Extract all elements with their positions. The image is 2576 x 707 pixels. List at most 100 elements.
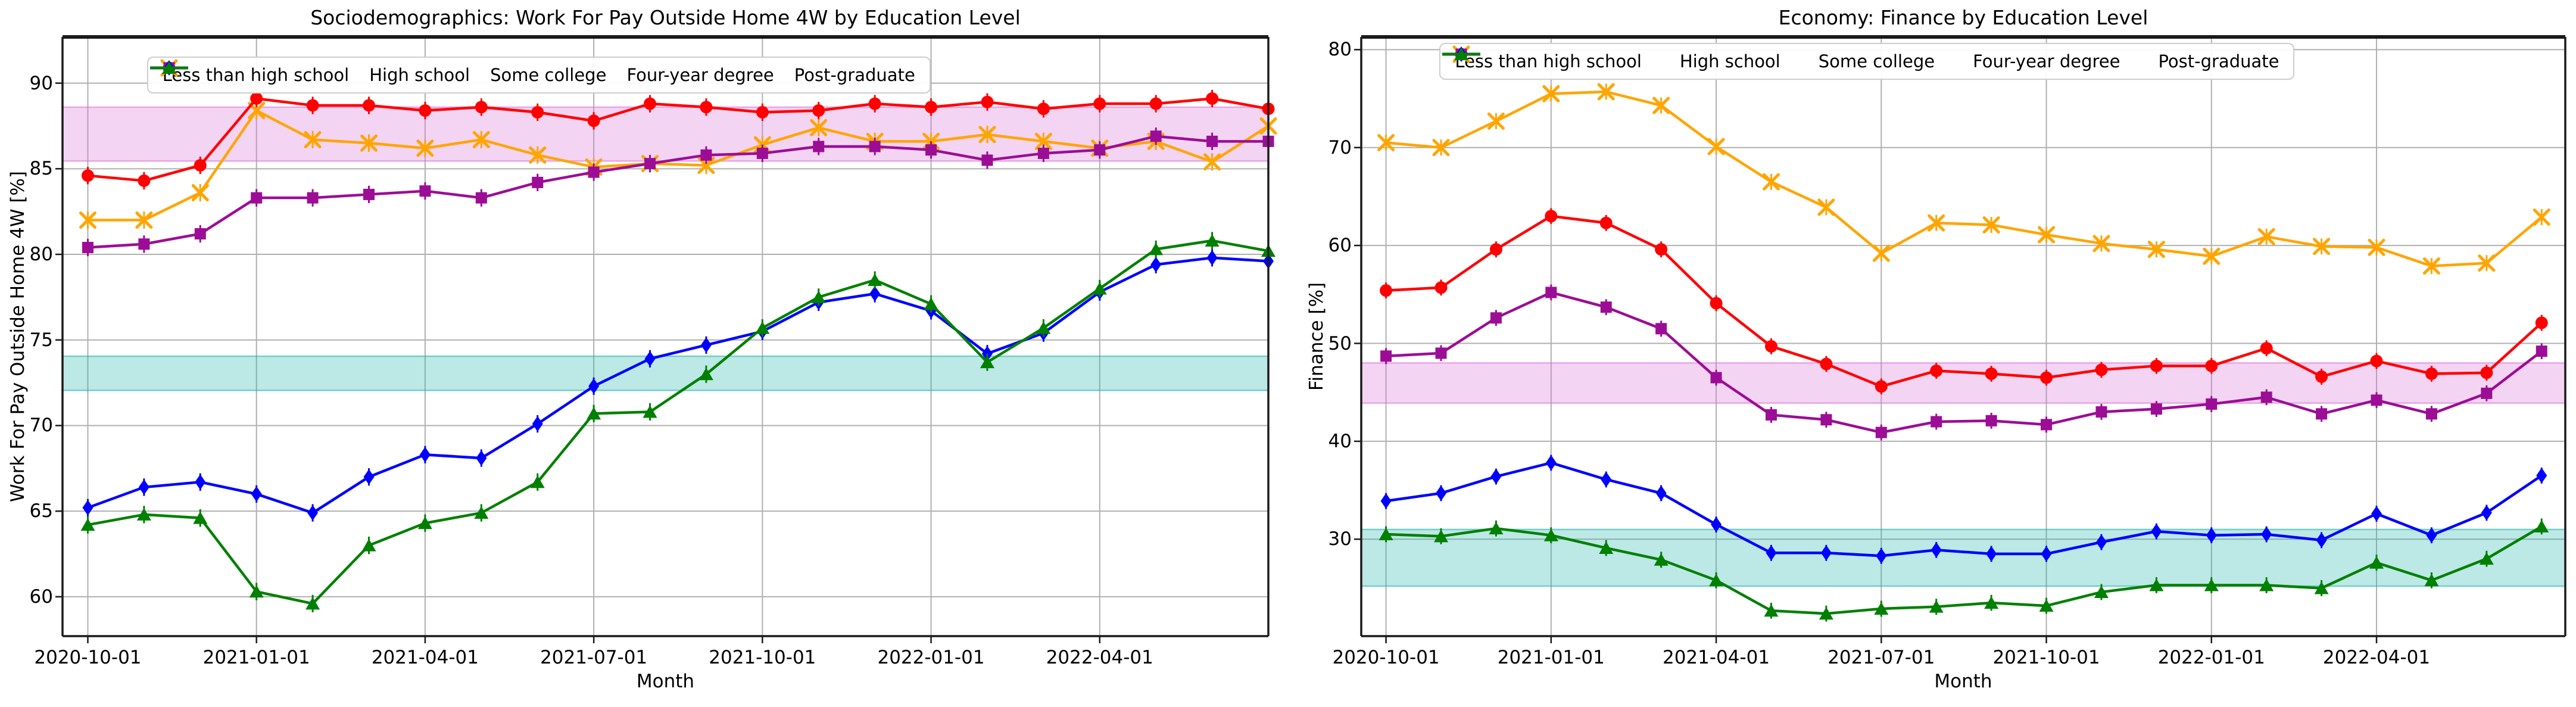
pink-band: [1361, 363, 2565, 403]
marker-square-icon: [475, 192, 487, 204]
marker-diamond-icon: [1655, 485, 1667, 502]
marker-triangle-icon: [1819, 607, 1833, 620]
marker-x-icon: [1872, 244, 1890, 262]
legend: Less than high school High school Some col…: [1439, 43, 2295, 80]
series-post-graduate: [1379, 518, 2549, 622]
marker-circle-icon: [1434, 281, 1448, 294]
marker-triangle-icon: [643, 405, 657, 418]
marker-diamond-icon: [2041, 546, 2052, 562]
marker-x-icon: [810, 119, 828, 136]
y-tick-label: 90: [29, 72, 53, 94]
marker-triangle-icon: [1149, 242, 1164, 256]
marker-diamond-icon: [1206, 250, 1218, 266]
marker-triangle-icon: [417, 516, 432, 530]
marker-square-icon: [2371, 394, 2382, 406]
marker-circle-icon: [475, 101, 488, 114]
marker-diamond-icon: [251, 486, 262, 502]
series-line: [88, 109, 1270, 222]
marker-square-icon: [2150, 403, 2162, 415]
series-high-school: [1380, 208, 2548, 395]
marker-triangle-icon: [868, 273, 882, 286]
marker-circle-icon: [1710, 297, 1723, 310]
series-line: [87, 256, 1269, 515]
x-tick-label: 2021-01-01: [202, 647, 310, 668]
marker-circle-icon: [812, 104, 825, 117]
marker-circle-icon: [2205, 359, 2218, 372]
marker-circle-icon: [419, 104, 432, 117]
legend-label: High school: [1679, 51, 1780, 71]
marker-triangle-icon: [1454, 48, 1469, 60]
marker-triangle-icon: [2479, 552, 2494, 565]
chart-economy-finance: Economy: Finance by Education Level Fina…: [1288, 0, 2576, 707]
legend-item-some-college: Some college: [1442, 48, 1935, 71]
marker-square-icon: [1655, 323, 1667, 335]
marker-circle-icon: [2370, 354, 2383, 367]
marker-square-icon: [2206, 398, 2218, 410]
marker-circle-icon: [2040, 371, 2053, 384]
series-line: [1386, 214, 2543, 388]
marker-triangle-icon: [1874, 602, 1889, 615]
marker-circle-icon: [1149, 97, 1162, 110]
marker-diamond-icon: [82, 500, 93, 516]
marker-diamond-icon: [476, 450, 487, 466]
marker-diamond-icon: [2261, 527, 2272, 543]
marker-square-icon: [2316, 408, 2328, 420]
series-high-school: [81, 89, 1275, 190]
marker-square-icon: [1545, 286, 1557, 298]
marker-triangle-icon: [2204, 578, 2219, 591]
marker-square-icon: [1765, 409, 1777, 421]
marker-circle-icon: [1380, 284, 1393, 297]
marker-x-icon: [978, 126, 996, 144]
marker-diamond-icon: [2481, 504, 2492, 521]
marker-x-icon: [2368, 238, 2385, 256]
series-some-college: [1380, 284, 2547, 441]
marker-x-icon: [1928, 214, 1945, 232]
series-four-year-degree: [1380, 454, 2547, 564]
marker-triangle-icon: [305, 597, 320, 610]
marker-diamond-icon: [1931, 542, 1942, 558]
marker-triangle-icon: [1379, 528, 1393, 541]
marker-diamond-icon: [1601, 471, 1612, 487]
marker-triangle-icon: [1036, 321, 1051, 334]
x-tick-label: 2021-04-01: [1662, 647, 1770, 668]
legend-label: Four-year degree: [1973, 51, 2120, 71]
marker-x-icon: [135, 211, 153, 229]
marker-diamond-icon: [138, 479, 149, 495]
marker-circle-icon: [1093, 97, 1106, 110]
marker-triangle-icon: [2039, 599, 2054, 612]
marker-square-icon: [138, 238, 150, 250]
marker-diamond-icon: [2536, 468, 2547, 484]
marker-diamond-icon: [2206, 527, 2217, 543]
legend-item-some-college: Some college: [149, 62, 606, 85]
marker-triangle-icon: [587, 407, 601, 420]
marker-square-icon: [2481, 387, 2493, 399]
marker-diamond-icon: [869, 286, 881, 302]
marker-x-icon: [529, 146, 547, 164]
marker-x-icon: [1597, 83, 1615, 101]
marker-circle-icon: [2260, 342, 2273, 355]
x-tick-label: 2022-04-01: [2322, 647, 2431, 668]
y-tick-label: 50: [1328, 332, 1352, 354]
y-tick-label: 40: [1328, 430, 1352, 452]
marker-circle-icon: [1764, 340, 1777, 353]
marker-circle-icon: [1930, 365, 1943, 378]
chart-canvas-right: [1354, 35, 2566, 643]
marker-x-icon: [1542, 85, 1560, 102]
marker-circle-icon: [1489, 243, 1502, 256]
marker-circle-icon: [981, 95, 994, 108]
marker-square-icon: [2260, 391, 2272, 403]
marker-square-icon: [2425, 408, 2437, 420]
legend-item-four-year-degree: Four-year degree: [1442, 46, 2120, 71]
marker-triangle-icon: [136, 507, 151, 521]
x-tick-label: 2021-01-01: [1497, 647, 1605, 668]
marker-circle-icon: [1985, 367, 1998, 380]
marker-square-icon: [1094, 144, 1106, 156]
marker-square-icon: [251, 192, 263, 204]
y-tick-label: 70: [29, 415, 53, 437]
marker-triangle-icon: [698, 367, 713, 381]
marker-x-icon: [1034, 132, 1052, 150]
chart-title-left: Sociodemographics: Work For Pay Outside …: [310, 6, 1021, 29]
marker-triangle-icon: [80, 518, 95, 531]
marker-x-icon: [2313, 238, 2331, 256]
